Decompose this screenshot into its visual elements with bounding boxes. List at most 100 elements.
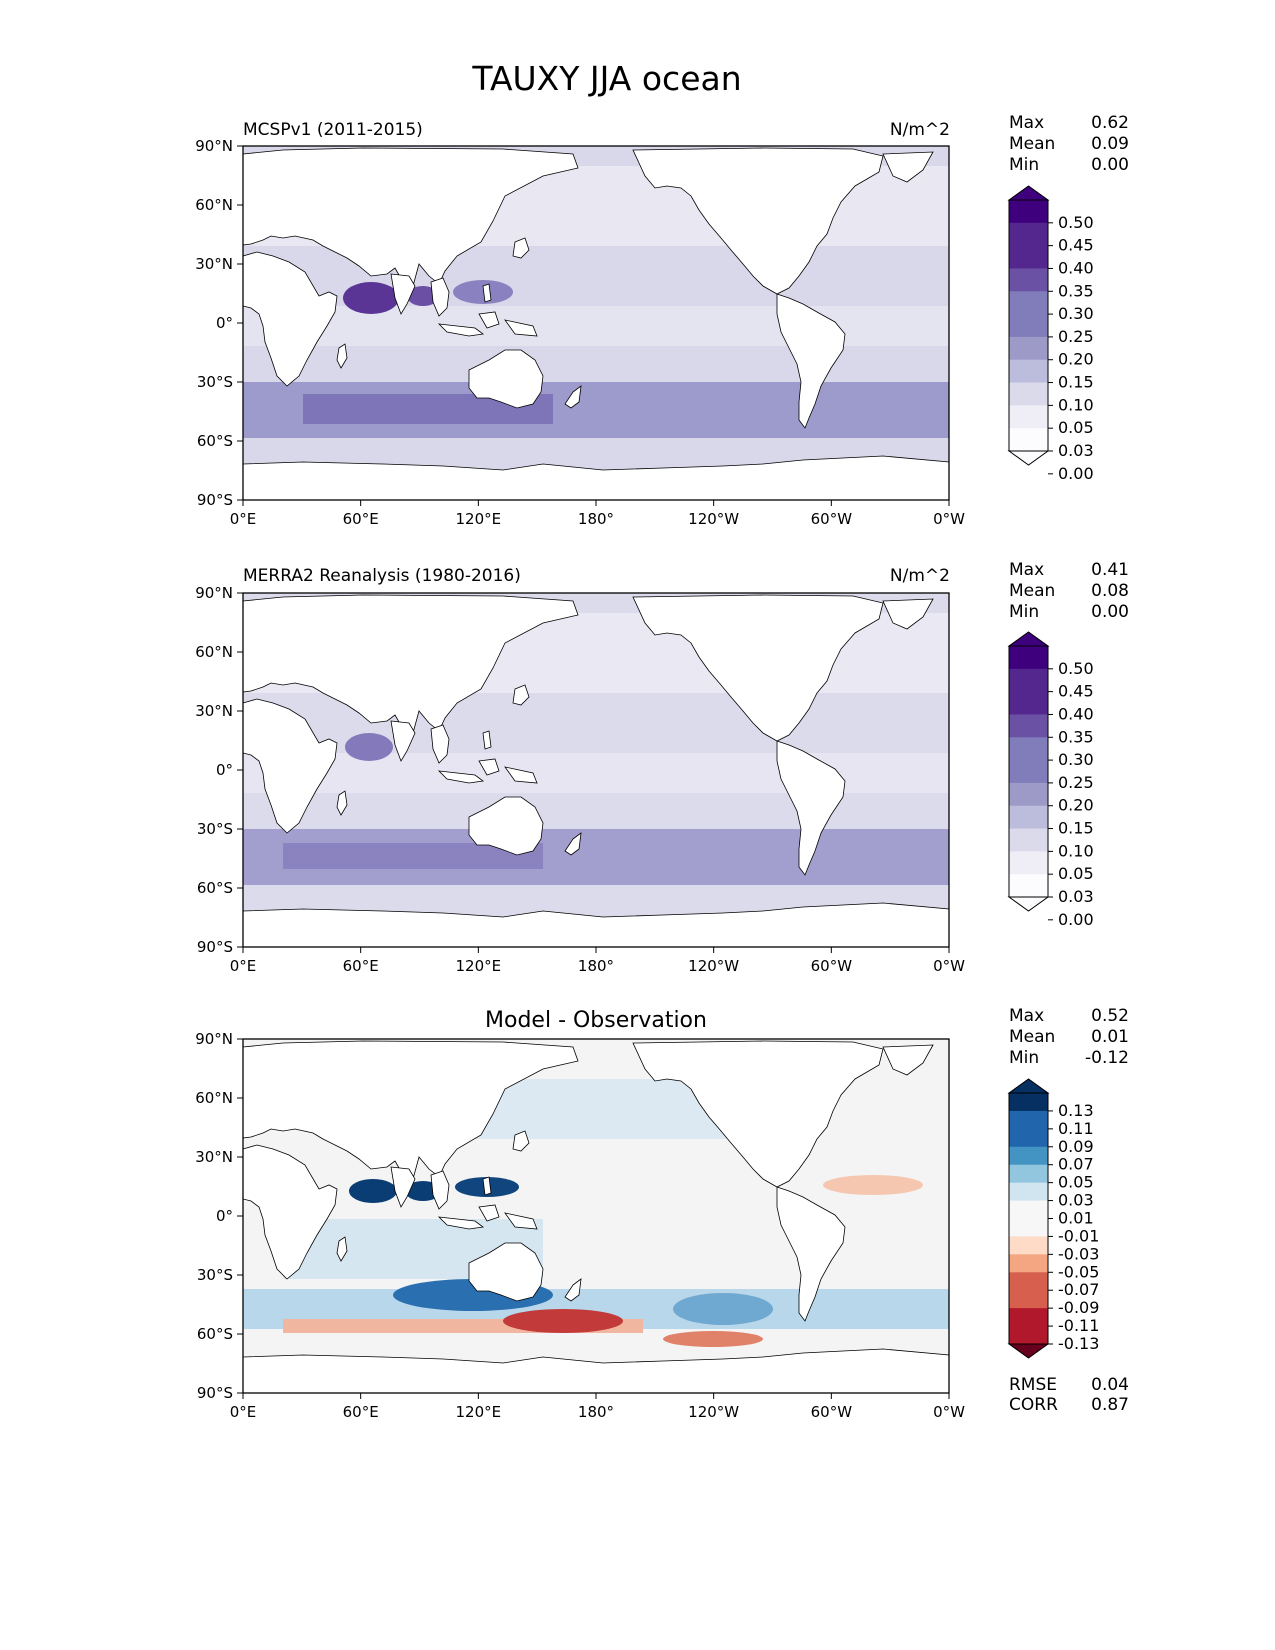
colorbar-frame (1008, 645, 1049, 898)
colorbar-tick-label: 0.30 (1058, 750, 1094, 769)
stat-mean-label: Mean (1009, 1027, 1055, 1047)
colorbar-segment (1009, 314, 1048, 338)
colorbar-segment (1009, 1272, 1048, 1291)
colorbar-tick-label: -0.03 (1058, 1244, 1099, 1263)
colorbar-segment (1009, 405, 1048, 429)
colorbar-segment (1009, 668, 1048, 693)
colorbar-tick-label: 0.35 (1058, 281, 1094, 300)
colorbar-segment (1009, 737, 1048, 761)
lat-tick-label: 30°N (195, 255, 233, 273)
colorbar-tick-label: 0.05 (1058, 864, 1094, 883)
scs-max (453, 280, 513, 304)
colorbar-segment (1009, 828, 1048, 852)
colorbar-extend-bottom (1007, 1343, 1050, 1359)
colorbar-tick-label: 0.11 (1058, 1119, 1094, 1138)
lat-tick-label: 60°S (197, 879, 233, 897)
panel-title: Model - Observation (485, 1008, 707, 1033)
lon-tick-label: 0°W (933, 957, 965, 975)
lon-tick-label: 0°E (230, 957, 257, 975)
map-ticks: 0°E 60°E 120°E 180° 120°W 60°W 0°W 90°N 60°N 30°N… (195, 137, 965, 528)
colorbar-segment (1009, 382, 1048, 406)
colorbar-extend-bottom (1007, 450, 1050, 466)
colorbar-tick-label: 0.05 (1058, 1173, 1094, 1192)
stat-mean-label: Mean (1009, 134, 1055, 154)
stat-min-value: 0.00 (1091, 155, 1129, 175)
colorbar-tick-label: -0.11 (1058, 1316, 1099, 1335)
stat-min-label: Min (1009, 1048, 1039, 1068)
lon-tick-label: 120°E (456, 957, 502, 975)
stats-block: Max 0.41 Mean 0.08 Min 0.00 (1009, 560, 1129, 622)
colorbar-segment (1009, 1164, 1048, 1184)
lat-tick-label: 60°S (197, 1325, 233, 1343)
colorbar-segment (1009, 1290, 1048, 1309)
colorbar-tick-label: 0.30 (1058, 304, 1094, 323)
atlantic-negative (823, 1175, 923, 1195)
colorbar-segment (1009, 760, 1048, 784)
colorbar-segment (1009, 1182, 1048, 1202)
colorbar-tick-label: 0.20 (1058, 796, 1094, 815)
rmse-label: RMSE (1009, 1375, 1057, 1395)
colorbar-tick-label: 0.00 (1058, 910, 1094, 929)
rmse-value: 0.04 (1091, 1375, 1129, 1395)
colorbar-segment (1009, 1236, 1048, 1255)
lat-tick-label: 30°N (195, 1148, 233, 1166)
colorbar-tick-label: 0.03 (1058, 1191, 1094, 1210)
colorbar-tick-label: 0.03 (1058, 441, 1094, 460)
colorbar: 0.50 0.45 0.40 0.35 0.30 0.25 0.20 0.15 0.10 0.05… (1007, 631, 1094, 929)
colorbar-segment (1009, 851, 1048, 875)
corr-label: CORR (1009, 1395, 1058, 1415)
lat-tick-label: 90°S (197, 1384, 233, 1402)
colorbar-segment (1009, 222, 1048, 247)
lat-tick-label: 60°N (195, 1089, 233, 1107)
colorbar-tick-label: 0.45 (1058, 682, 1094, 701)
colorbar-segment (1009, 1200, 1048, 1219)
colorbar-segment (1009, 805, 1048, 830)
colorbar-tick-label: 0.40 (1058, 258, 1094, 277)
map-area (242, 592, 950, 948)
lat-tick-label: 90°S (197, 491, 233, 509)
colorbar-segment (1009, 691, 1048, 715)
colorbar: 0.50 0.45 0.40 0.35 0.30 0.25 0.20 0.15 0.10 0.05… (1007, 185, 1094, 483)
stats-block: Max 0.62 Mean 0.09 Min 0.00 (1009, 113, 1129, 175)
map-area (242, 1038, 950, 1394)
colorbar-tick-label: 0.45 (1058, 236, 1094, 255)
colorbar-tick-label: 0.25 (1058, 773, 1094, 792)
colorbar-tick-label: 0.07 (1058, 1155, 1094, 1174)
lat-tick-label: 30°S (197, 373, 233, 391)
panel-units: N/m^2 (890, 120, 950, 140)
colorbar-segment (1009, 646, 1048, 670)
colorbar-segment (1009, 268, 1048, 292)
colorbar-tick-label: 0.50 (1058, 213, 1094, 232)
lon-tick-label: 0°E (230, 1403, 257, 1421)
arabian-sea-max (343, 282, 399, 314)
colorbar-segment (1009, 874, 1048, 898)
map-ticks: 0°E 60°E 120°E 180° 120°W 60°W 0°W 90°N 60°N 30°N… (195, 1030, 965, 1421)
stat-max-value: 0.52 (1091, 1006, 1129, 1026)
lon-tick-label: 60°W (811, 510, 853, 528)
lat-tick-label: 0° (216, 1207, 233, 1225)
colorbar-segment (1009, 428, 1048, 452)
lat-tick-label: 90°N (195, 137, 233, 155)
lat-tick-label: 60°S (197, 432, 233, 450)
stat-mean-label: Mean (1009, 581, 1055, 601)
panel-obs: MERRA2 Reanalysis (1980-2016) N/m^2 0°E 6… (195, 560, 1129, 975)
lat-tick-label: 60°N (195, 196, 233, 214)
colorbar-segment (1009, 200, 1048, 224)
lon-tick-label: 60°E (343, 510, 379, 528)
panel-model: MCSPv1 (2011-2015) N/m^2 0°E 60°E 120°E 180… (195, 113, 1129, 528)
lat-tick-label: 90°N (195, 584, 233, 602)
colorbar: 0.130.110.090.070.050.030.01-0.01-0.03-0… (1007, 1078, 1099, 1359)
colorbar-tick-label: -0.05 (1058, 1262, 1099, 1281)
pacific-negative (663, 1331, 763, 1347)
lon-tick-label: 120°W (688, 510, 739, 528)
colorbar-tick-label: 0.01 (1058, 1209, 1094, 1228)
colorbar-tick-label: 0.20 (1058, 350, 1094, 369)
bay-of-bengal-max (407, 286, 439, 306)
stat-max-value: 0.41 (1091, 560, 1129, 580)
colorbar-tick-label: 0.15 (1058, 819, 1094, 838)
colorbar-extend-bottom (1007, 896, 1050, 912)
lon-tick-label: 180° (578, 957, 614, 975)
colorbar-tick-label: -0.09 (1058, 1298, 1099, 1317)
lon-tick-label: 60°W (811, 1403, 853, 1421)
stats-block: Max 0.52 Mean 0.01 Min -0.12 (1009, 1006, 1129, 1068)
